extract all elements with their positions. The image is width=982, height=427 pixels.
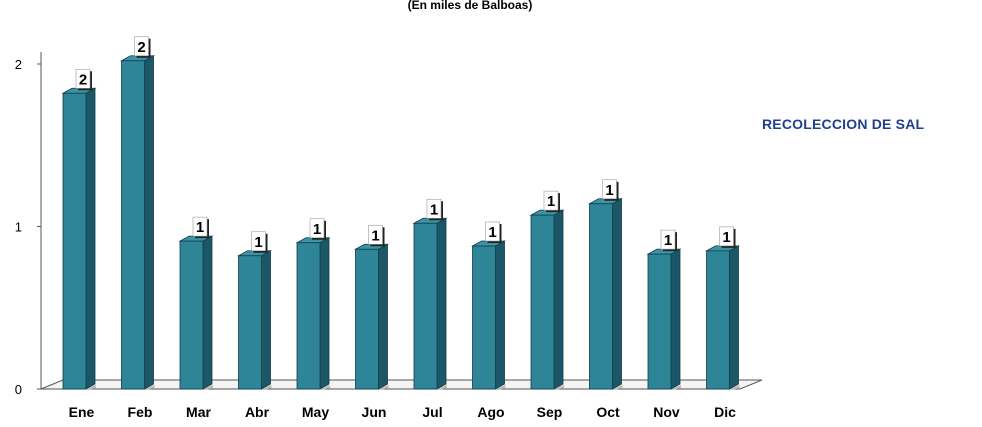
bar-Jun (355, 248, 379, 390)
data-label-box-Feb (134, 36, 149, 57)
data-label-Ago: 1 (488, 224, 496, 241)
bar-shadow-Mar (203, 385, 213, 390)
data-label-box-Ago (485, 221, 500, 242)
bar-side-Mar (202, 235, 213, 390)
data-label-box-Nov (660, 229, 676, 250)
bar-side-Feb (144, 55, 154, 390)
x-tick-label-Oct: Oct (596, 404, 620, 420)
bar-Jul (413, 222, 438, 390)
bar-side-Ene (85, 87, 96, 390)
data-label-box-Jun (368, 224, 383, 245)
bar-Mar (179, 240, 204, 390)
bar-shadow-Ene (86, 385, 96, 390)
bar-shadow-Ago (495, 385, 506, 390)
data-label-box-Oct (602, 179, 617, 200)
legend-series-label: RECOLECCION DE SAL (762, 116, 925, 132)
bar-side-Nov (670, 248, 681, 390)
bar-Abr (238, 255, 262, 390)
bar-Feb (121, 60, 145, 390)
bar-Nov (647, 253, 672, 390)
x-tick-label-Nov: Nov (653, 404, 680, 420)
x-tick-label-Ago: Ago (477, 404, 504, 420)
data-label-box-Abr (251, 231, 266, 252)
bar-Ago (472, 245, 496, 390)
bar-Dic (706, 250, 730, 390)
data-label-box-Dic (719, 226, 734, 247)
bar-side-May (319, 237, 330, 390)
bar-Ene (62, 92, 87, 390)
bar-shadow-Oct (612, 385, 623, 390)
data-label-Jul: 1 (430, 201, 438, 218)
data-label-Jun: 1 (371, 227, 379, 244)
bar-side-Oct (612, 198, 622, 390)
data-label-box-May (309, 218, 325, 239)
chart-subtitle: (En miles de Balboas) (407, 0, 533, 12)
bar-side-Sep (553, 209, 564, 390)
x-tick-label-Ene: Ene (69, 404, 95, 420)
x-tick-label-Dic: Dic (714, 404, 736, 420)
data-label-box-Sep (543, 190, 559, 211)
chart-floor (40, 379, 763, 390)
x-tick-label-Abr: Abr (245, 404, 270, 420)
bar-shadow-Dic (729, 385, 740, 390)
bar-shadow-Abr (261, 385, 272, 390)
data-label-Sep: 1 (547, 193, 555, 210)
data-label-Dic: 1 (722, 229, 730, 246)
bar-side-Jun (378, 243, 388, 390)
bar-side-Abr (261, 250, 271, 390)
data-label-Mar: 1 (196, 219, 204, 236)
x-tick-label-Mar: Mar (186, 404, 211, 420)
data-label-Ene: 2 (79, 71, 87, 88)
bar-shadow-Jul (437, 385, 447, 390)
y-tick-label-0: 0 (15, 382, 22, 397)
bar-shadow-Nov (671, 385, 681, 390)
y-tick-label-1: 1 (15, 220, 22, 235)
data-label-box-Ene (75, 68, 91, 89)
data-label-Feb: 2 (137, 39, 145, 56)
x-tick-label-Jun: Jun (362, 404, 387, 420)
bar-shadow-Feb (144, 385, 155, 390)
bar-shadow-May (320, 385, 330, 390)
x-tick-label-Feb: Feb (128, 404, 153, 420)
bar-shadow-Sep (554, 385, 564, 390)
data-label-box-Jul (426, 198, 442, 219)
bar-side-Jul (436, 217, 447, 390)
data-label-May: 1 (313, 221, 321, 238)
bar-Oct (589, 203, 613, 390)
data-label-Abr: 1 (254, 234, 262, 251)
data-label-Oct: 1 (605, 182, 613, 199)
x-tick-label-Jul: Jul (422, 404, 442, 420)
bar-side-Ago (495, 240, 505, 390)
data-label-Nov: 1 (664, 232, 672, 249)
x-tick-label-May: May (302, 404, 329, 420)
data-label-box-Mar (192, 216, 208, 237)
bar-shadow-Jun (378, 385, 389, 390)
bar-side-Dic (729, 245, 739, 390)
bar-Sep (530, 214, 555, 390)
bar-May (296, 242, 321, 390)
chart-back-wall (63, 46, 762, 380)
y-tick-label-2: 2 (15, 57, 22, 72)
x-tick-label-Sep: Sep (537, 404, 563, 420)
